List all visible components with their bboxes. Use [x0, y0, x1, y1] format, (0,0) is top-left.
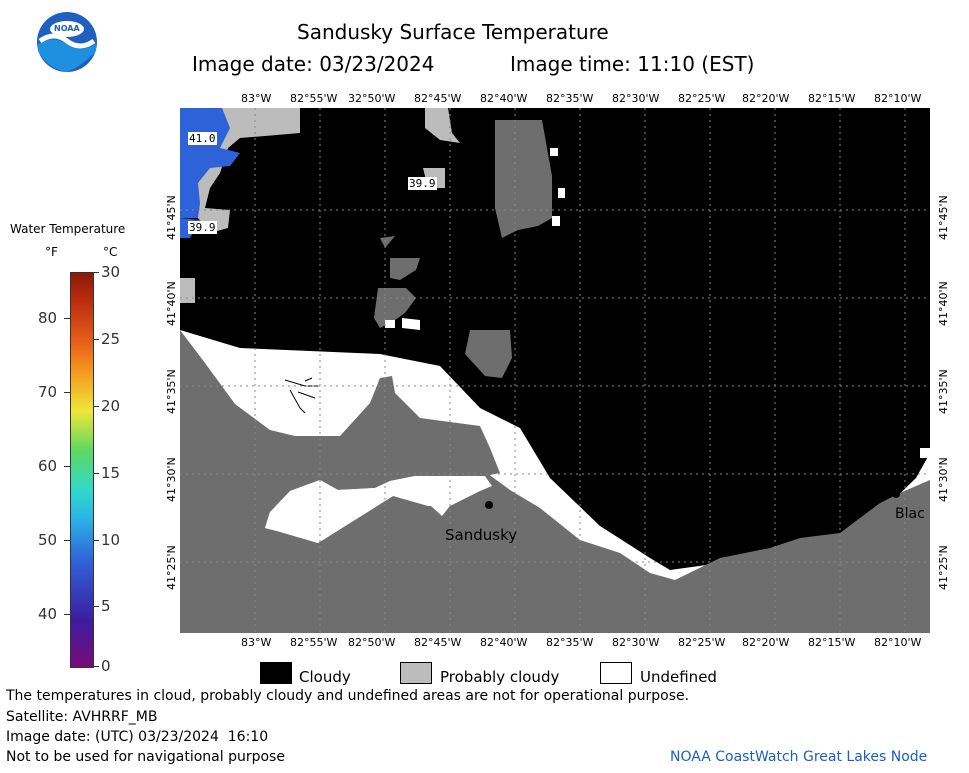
graticule — [180, 108, 930, 633]
longitude-label: 83°W — [241, 636, 272, 649]
fahrenheit-tick-mark — [64, 540, 70, 541]
celsius-tick-mark — [93, 473, 99, 474]
celsius-tick-mark — [93, 339, 99, 340]
fahrenheit-tick: 80 — [38, 309, 58, 327]
longitude-label: 82°30'W — [612, 636, 660, 649]
longitude-label: 82°35'W — [546, 636, 594, 649]
longitude-label: 82°25'W — [678, 636, 726, 649]
legend-label-probably-cloudy: Probably cloudy — [440, 668, 560, 686]
legend-swatch-cloudy — [260, 662, 292, 684]
celsius-tick: 15 — [101, 464, 121, 482]
celsius-tick-mark — [93, 272, 99, 273]
noaa-logo-text: NOAA — [54, 24, 80, 33]
longitude-label: 82°20'W — [742, 636, 790, 649]
celsius-tick: 5 — [101, 597, 111, 615]
sandusky-marker — [485, 501, 493, 509]
image-time: Image time: 11:10 (EST) — [510, 52, 755, 76]
legend-swatch-undefined — [600, 662, 632, 684]
latitude-label: 41°40'N — [937, 281, 950, 326]
satellite-text: Satellite: AVHRRF_MB — [6, 709, 158, 725]
longitude-label: 82°30'W — [612, 92, 660, 105]
noaa-logo-icon — [37, 12, 97, 72]
black-river-marker — [892, 490, 900, 498]
longitude-label: 32°50'W — [348, 92, 396, 105]
fahrenheit-tick-mark — [64, 614, 70, 615]
legend-swatch-probably-cloudy — [400, 662, 432, 684]
island-patch — [465, 330, 512, 378]
latitude-label: 41°25'N — [937, 545, 950, 590]
latitude-label: 41°45'N — [165, 195, 178, 240]
longitude-label: 82°20'W — [742, 92, 790, 105]
longitude-label: 82°50'W — [348, 636, 396, 649]
kelleys-island-area — [495, 120, 552, 238]
longitude-label: 82°40'W — [480, 92, 528, 105]
surface-temperature-map — [180, 108, 930, 633]
legend-label-cloudy: Cloudy — [299, 668, 351, 686]
island-patch — [380, 236, 395, 248]
image-date: Image date: 03/23/2024 — [192, 52, 435, 76]
fahrenheit-tick: 50 — [38, 531, 58, 549]
scale-unit-c: °C — [103, 245, 118, 259]
longitude-label: 82°15'W — [808, 92, 856, 105]
latitude-label: 41°35'N — [937, 369, 950, 414]
longitude-label: 82°25'W — [678, 92, 726, 105]
longitude-label: 82°10'W — [874, 636, 922, 649]
legend-label-undefined: Undefined — [640, 668, 717, 686]
island-patch — [390, 258, 420, 280]
fahrenheit-tick: 40 — [38, 605, 58, 623]
latitude-label: 41°25'N — [165, 545, 178, 590]
color-scale-bar — [70, 272, 94, 668]
longitude-label: 82°40'W — [480, 636, 528, 649]
celsius-tick: 30 — [101, 263, 121, 281]
fahrenheit-tick-mark — [64, 392, 70, 393]
latitude-label: 41°40'N — [165, 281, 178, 326]
credit-text: NOAA CoastWatch Great Lakes Node — [670, 749, 928, 765]
celsius-tick: 20 — [101, 397, 121, 415]
fahrenheit-tick-mark — [64, 318, 70, 319]
map-title: Sandusky Surface Temperature — [297, 20, 609, 44]
disclaimer-text: The temperatures in cloud, probably clou… — [6, 688, 690, 704]
probably-cloudy-area — [180, 278, 195, 303]
utc-date-text: Image date: (UTC) 03/23/2024 16:10 — [6, 729, 269, 745]
celsius-tick: 10 — [101, 531, 121, 549]
noaa-logo: NOAA — [36, 11, 98, 73]
fahrenheit-tick: 60 — [38, 457, 58, 475]
latitude-label: 41°30'N — [165, 457, 178, 502]
land-area — [180, 330, 930, 633]
celsius-tick: 25 — [101, 330, 121, 348]
marsh-channels — [284, 377, 320, 414]
celsius-tick-mark — [93, 606, 99, 607]
latitude-label: 41°35'N — [165, 369, 178, 414]
temp-label: 41.0 — [188, 132, 217, 145]
navigation-warning: Not to be used for navigational purpose — [6, 749, 285, 765]
scale-unit-f: °F — [45, 245, 58, 259]
longitude-label: 82°35'W — [546, 92, 594, 105]
sandusky-bay — [265, 476, 492, 543]
celsius-tick-mark — [93, 406, 99, 407]
temp-label: 39.9 — [408, 177, 437, 190]
fahrenheit-tick: 70 — [38, 383, 58, 401]
longitude-label: 82°55'W — [290, 636, 338, 649]
temp-label: 39.9 — [188, 221, 217, 234]
latitude-label: 41°30'N — [937, 457, 950, 502]
longitude-label: 82°45'W — [414, 92, 462, 105]
celsius-tick: 0 — [101, 657, 111, 675]
celsius-tick-mark — [93, 540, 99, 541]
probably-cloudy-area — [425, 108, 460, 143]
longitude-label: 82°10'W — [874, 92, 922, 105]
fahrenheit-tick-mark — [64, 466, 70, 467]
place-label-black-river: Blac — [895, 506, 925, 522]
scale-title: Water Temperature — [10, 222, 126, 236]
longitude-label: 82°15'W — [808, 636, 856, 649]
place-label-sandusky: Sandusky — [445, 526, 518, 544]
latitude-label: 41°45'N — [937, 195, 950, 240]
celsius-tick-mark — [93, 666, 99, 667]
longitude-label: 83°W — [241, 92, 272, 105]
longitude-label: 82°45'W — [414, 636, 462, 649]
longitude-label: 82°55'W — [290, 92, 338, 105]
